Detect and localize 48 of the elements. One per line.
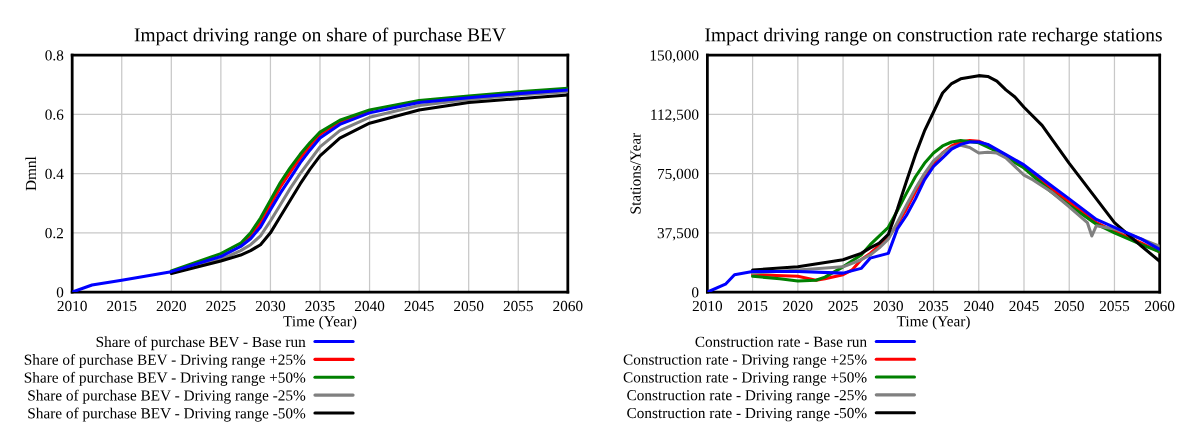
legend-label: Share of purchase BEV - Driving range -50% — [28, 407, 306, 422]
legend-label: Share of purchase BEV - Driving range +50% — [24, 371, 306, 386]
legend-label: Construction rate - Driving range -50% — [627, 407, 867, 422]
x-tick-label: 2010 — [692, 300, 723, 312]
y-tick-label: 0.2 — [45, 227, 63, 239]
x-tick-label: 2025 — [206, 300, 236, 312]
legend-label: Construction rate - Driving range +50% — [623, 372, 867, 386]
x-tick-label: 2040 — [964, 300, 994, 312]
x-tick-label: 2010 — [57, 300, 87, 312]
y-tick-label: 37,500 — [657, 227, 699, 241]
legend-label: Share of purchase BEV - Driving range +25% — [24, 353, 306, 369]
legend-label: Construction rate - Base run — [695, 336, 867, 347]
y-tick-label: 0 — [56, 287, 64, 298]
x-tick-label: 2035 — [918, 300, 949, 312]
x-tick-label: 2060 — [1145, 300, 1175, 312]
x-tick-label: 2060 — [553, 300, 583, 312]
y-axis-title: Dmnl — [25, 156, 36, 191]
x-tick-label: 2035 — [305, 300, 335, 312]
y-tick-label: 0 — [691, 287, 699, 298]
x-tick-label: 2020 — [156, 300, 186, 312]
x-tick-label: 2015 — [107, 300, 137, 312]
y-tick-label: 0.4 — [45, 168, 64, 180]
y-tick-label: 0.8 — [45, 50, 64, 61]
x-tick-label: 2040 — [354, 300, 385, 312]
legend-label: Share of purchase BEV - Base run — [96, 336, 306, 351]
y-tick-label: 150,000 — [650, 50, 699, 63]
x-tick-label: 2025 — [828, 300, 858, 312]
y-tick-label: 112,500 — [651, 109, 699, 122]
x-tick-label: 2055 — [503, 300, 533, 312]
x-tick-label: 2045 — [404, 300, 434, 312]
x-tick-label: 2050 — [1054, 300, 1084, 312]
x-tick-label: 2030 — [255, 300, 286, 312]
x-axis-title: Time (Year) — [896, 315, 970, 330]
x-tick-label: 2050 — [454, 300, 484, 312]
y-tick-label: 75,000 — [658, 168, 699, 182]
y-axis-title: Stations/Year — [630, 132, 641, 214]
x-tick-label: 2015 — [737, 300, 768, 312]
chart-title: Impact driving range on share of purchase BEV — [134, 27, 506, 46]
legend-label: Construction rate - Driving range -25% — [627, 390, 867, 404]
x-tick-label: 2045 — [1009, 300, 1039, 312]
chart-title: Impact driving range on construction rate recharge stations — [705, 27, 1162, 46]
legend-label: Construction rate - Driving range +25% — [623, 354, 867, 368]
y-tick-label: 0.6 — [45, 109, 64, 120]
x-tick-label: 2055 — [1099, 300, 1130, 312]
x-tick-label: 2020 — [783, 300, 813, 312]
x-tick-label: 2030 — [873, 300, 903, 312]
x-axis-title: Time (Year) — [283, 315, 357, 330]
legend-label: Share of purchase BEV - Driving range -25% — [28, 389, 306, 404]
